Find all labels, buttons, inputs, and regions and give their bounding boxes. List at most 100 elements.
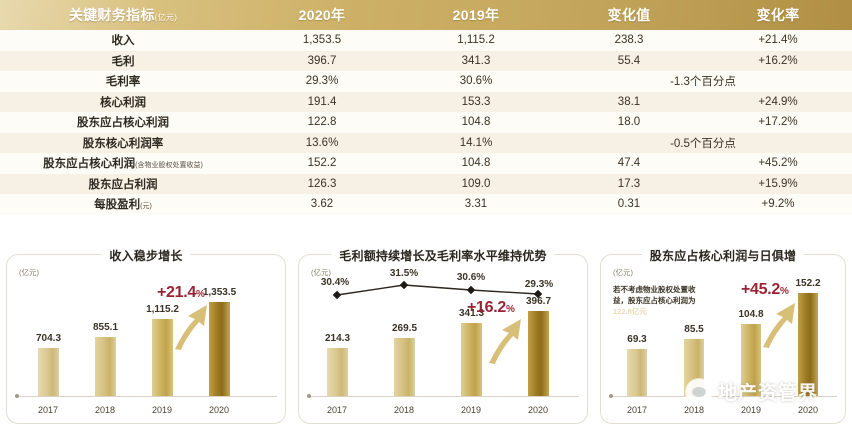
row-label: 股东应占核心利润 — [77, 117, 169, 130]
x-tick-2019: 2019 — [460, 405, 482, 415]
row-change-value: 17.3 — [617, 177, 641, 190]
x-tick-2017: 2017 — [626, 405, 648, 415]
row-label: 收入 — [111, 35, 135, 48]
table-row: 股东核心利润率 13.6% 14.1% -0.5个百分点 — [0, 132, 852, 153]
row-label: 核心利润 — [100, 96, 146, 109]
x-tick-2020: 2020 — [527, 405, 549, 415]
bar-2017: 214.3 — [325, 333, 350, 396]
column-header-metric: 关键财务指标(亿元) — [68, 7, 178, 23]
table-row: 毛利率 29.3% 30.6% -1.3个百分点 — [0, 71, 852, 92]
bar-2018: 855.1 — [93, 322, 118, 396]
chart-card-gross-profit: 毛利额持续增长及毛利率水平维持优势 (亿元) 30.4% 31.5% 30.6%… — [298, 247, 588, 424]
note-line-1: 若不考虑物业股权处置收 — [613, 285, 696, 294]
table-header-row: 关键财务指标(亿元) 2020年 2019年 变化值 变化率 — [0, 0, 852, 30]
row-change-value: 18.0 — [617, 116, 641, 129]
x-tick-2019: 2019 — [151, 405, 173, 415]
note-line-2: 益，股东应占核心利润为 — [613, 295, 696, 305]
chart-plot-gross-profit: 30.4% 31.5% 30.6% 29.3% 214.3 269.5 341.… — [299, 255, 587, 423]
chart-plot-revenue: 704.3 855.1 1,115.2 1,353.5 +21.4% — [7, 255, 285, 423]
x-tick-2017: 2017 — [37, 405, 59, 415]
row-label: 毛利率 — [105, 76, 141, 89]
bar-2018: 269.5 — [392, 323, 417, 396]
row-change-value: 0.31 — [617, 198, 641, 211]
row-value-2019: 3.31 — [464, 198, 488, 211]
row-value-2020: 1,353.5 — [302, 34, 342, 47]
bar-2020: 152.2 — [795, 278, 821, 396]
table-row: 每股盈利(元) 3.62 3.31 0.31 +9.2% — [0, 194, 852, 215]
x-tick-2017: 2017 — [326, 405, 348, 415]
line-value-2017: 30.4% — [320, 277, 350, 288]
row-value-2019: 30.6% — [459, 75, 493, 88]
row-label: 股东核心利润率 — [82, 137, 164, 150]
row-value-2020: 191.4 — [307, 95, 337, 108]
table-row: 毛利 396.7 341.3 55.4 +16.2% — [0, 50, 852, 71]
gross-margin-line-series — [332, 280, 543, 300]
bar-2020: 396.7 — [526, 296, 551, 396]
x-tick-2018: 2018 — [683, 405, 705, 415]
chart-title-revenue: 收入稳步增长 — [101, 247, 191, 264]
row-change-value: 238.3 — [614, 34, 644, 47]
watermark-text: 地产资管界 — [718, 383, 819, 404]
bar-value: 104.8 — [738, 309, 764, 320]
financial-summary-table: 关键财务指标(亿元) 2020年 2019年 变化值 变化率 收入 1,353.… — [0, 0, 852, 215]
row-change-rate: +15.9% — [758, 177, 798, 190]
x-tick-2020: 2020 — [797, 405, 819, 415]
row-change-rate: +17.2% — [758, 116, 798, 129]
row-value-2019: 1,115.2 — [457, 34, 495, 47]
row-value-2019: 14.1% — [459, 136, 493, 149]
chart-note-core-profit: 若不考虑物业股权处置收 益，股东应占核心利润为 122.8亿元 — [613, 285, 719, 318]
row-change-rate: +9.2% — [761, 198, 795, 211]
watermark-logo-icon — [686, 378, 712, 405]
row-change-rate: +45.2% — [758, 157, 798, 170]
bar-2019: 341.3 — [459, 308, 484, 396]
bar-2020: 1,353.5 — [203, 287, 236, 396]
row-value-2020: 3.62 — [310, 198, 334, 211]
column-header-change-rate: 变化率 — [756, 7, 800, 23]
bar-value: 704.3 — [35, 333, 62, 344]
table-row: 收入 1,353.5 1,115.2 238.3 +21.4% — [0, 30, 852, 51]
row-value-2020: 126.3 — [307, 177, 337, 190]
x-axis — [609, 394, 837, 398]
row-value-2019: 104.8 — [461, 116, 491, 129]
row-label: 股东应占利润 — [88, 178, 158, 191]
bar-value: 269.5 — [391, 323, 418, 334]
row-value-2019: 109.0 — [461, 177, 491, 190]
bar-value: 69.3 — [627, 334, 647, 345]
chart-title-gross-profit: 毛利额持续增长及毛利率水平维持优势 — [331, 247, 555, 264]
row-value-2019: 341.3 — [461, 54, 491, 67]
row-change-rate: +21.4% — [758, 34, 798, 47]
column-header-change-value: 变化值 — [607, 7, 651, 23]
growth-annotation-gross-profit: +16.2% — [467, 299, 515, 316]
row-change-value: 55.4 — [617, 54, 641, 67]
table-row: 股东应占利润 126.3 109.0 17.3 +15.9% — [0, 173, 852, 194]
growth-arrow-icon — [175, 305, 207, 350]
row-change-value: 47.4 — [617, 157, 641, 170]
row-change-merged: -0.5个百分点 — [670, 137, 736, 150]
row-value-2019: 153.3 — [461, 95, 491, 108]
bar-value: 396.7 — [525, 296, 552, 307]
note-line-3: 122.8亿元 — [613, 306, 647, 316]
column-header-2020: 2020年 — [298, 7, 346, 23]
row-label: 毛利 — [111, 55, 135, 68]
column-header-2019: 2019年 — [452, 7, 500, 23]
row-change-value: 38.1 — [617, 95, 641, 108]
chart-unit-label-revenue: (亿元) — [19, 268, 39, 277]
line-value-2019: 30.6% — [456, 272, 486, 283]
bar-value: 341.3 — [458, 308, 485, 319]
bar-2017: 704.3 — [36, 333, 61, 396]
bar-value: 85.5 — [684, 324, 704, 335]
growth-arrow-icon — [489, 319, 521, 364]
bar-value: 152.2 — [795, 278, 821, 289]
table-row: 股东应占核心利润 122.8 104.8 18.0 +17.2% — [0, 112, 852, 133]
x-tick-2018: 2018 — [94, 405, 116, 415]
row-value-2020: 122.8 — [307, 116, 337, 129]
chart-unit-label-core-profit: (亿元) — [613, 268, 633, 277]
line-value-2018: 31.5% — [389, 268, 419, 279]
bar-value: 214.3 — [324, 333, 351, 344]
growth-annotation-core-profit: +45.2% — [741, 281, 789, 298]
row-change-rate: +16.2% — [758, 54, 798, 67]
x-tick-2018: 2018 — [393, 405, 415, 415]
chart-card-core-profit: 股东应占核心利润与日俱增 (亿元) 若不考虑物业股权处置收 益，股东应占核心利润… — [600, 247, 846, 424]
growth-annotation-revenue: +21.4% — [157, 284, 205, 301]
